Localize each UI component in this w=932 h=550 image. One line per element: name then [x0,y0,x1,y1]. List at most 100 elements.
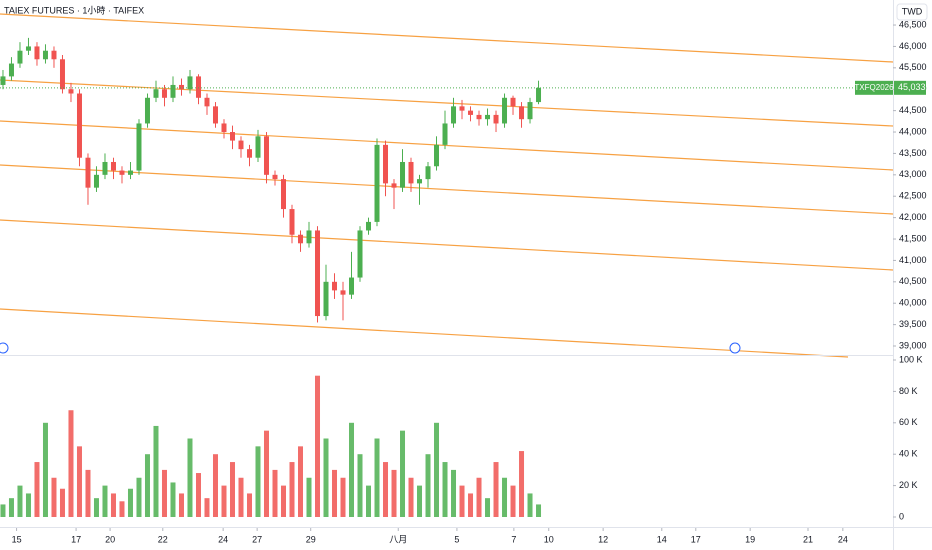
volume-bar [459,485,465,517]
volume-bar [204,498,210,517]
symbol-tag [855,80,893,95]
volume-bar [468,493,474,517]
candle-body [536,87,542,103]
candle-body [229,132,235,141]
currency-box[interactable] [896,3,928,21]
candle-body [374,144,380,222]
y-tick-label: 40,500 [899,276,927,286]
candle-body [434,144,440,167]
candle-body [306,230,312,244]
candle-body [144,97,150,124]
volume-bar [93,498,99,517]
candle-body [187,76,193,90]
candle-body [204,97,210,107]
candle-body [332,281,338,291]
candle-body [425,166,431,180]
volume-bar [161,469,167,517]
candle-body [289,209,295,235]
y-tick-label: 42,500 [899,191,927,201]
candle-body [366,221,372,231]
candle-body [417,179,423,184]
x-tick-label: 21 [803,534,813,544]
volume-bar [178,493,184,517]
volume-bar [76,446,82,517]
candle-body [85,157,91,188]
candle-body [68,89,74,94]
volume-bar [246,493,252,517]
y-tick-label: 44,000 [899,126,927,136]
volume-bar [255,446,261,517]
candle-body [400,161,406,188]
volume-bar [102,485,108,517]
candle-body [442,123,448,145]
x-tick-label: 15 [12,534,22,544]
last-price-label: 45,033 [898,82,926,92]
candle-body [127,170,133,175]
event-icon[interactable] [729,342,741,354]
volume-bar [536,504,542,517]
volume-bar [332,469,338,517]
volume-bar [323,438,329,517]
candle-body [527,102,533,120]
volume-bar [374,438,380,517]
volume-bar [195,473,201,517]
candle-body [0,76,6,85]
volume-tick-label: 40 K [899,449,918,459]
volume-tick-label: 0 [899,511,904,521]
candle-body [476,114,482,120]
volume-bar [34,462,40,517]
x-tick-label: 10 [544,534,554,544]
volume-bar [59,488,65,517]
y-tick-label: 42,000 [899,212,927,222]
volume-bar [434,422,440,517]
event-icon[interactable] [0,342,9,354]
x-tick-label: 17 [691,534,701,544]
candle-body [272,174,278,180]
x-tick-label: 20 [105,534,115,544]
volume-bar [221,485,227,517]
x-tick-label: 22 [158,534,168,544]
y-tick-label: 41,000 [899,255,927,265]
channel-lines [0,13,894,358]
chart-title: TAIEX FUTURES · 1小時 · TAIFEX [4,5,144,15]
candle-body [221,123,227,133]
volume-bar [153,425,159,517]
volume-bar [229,462,235,517]
volume-bar [451,469,457,517]
candle-body [59,59,65,90]
volume-bar [476,477,482,517]
volume-bar [263,430,269,517]
volume-bar [238,477,244,517]
candle-body [238,140,244,150]
volume-bar [298,446,304,517]
candle-body [8,63,14,77]
volume-bar [119,501,125,517]
volume-bar [212,454,218,517]
volume-tick-label: 80 K [899,386,918,396]
x-tick-label: 29 [306,534,316,544]
candle-body [493,114,499,124]
volume-bar [8,498,14,517]
candle-body [323,281,329,317]
candle-body [93,174,99,188]
volume-tick-label: 20 K [899,480,918,490]
candle-body [136,123,142,171]
y-tick-label: 39,500 [899,319,927,329]
candle-body [451,106,457,124]
x-tick-label: 24 [218,534,228,544]
volume-bar [493,462,499,517]
candle-body [119,170,125,175]
volume-tick-label: 60 K [899,417,918,427]
candle-body [255,136,261,158]
x-tick-label: 5 [454,534,459,544]
y-tick-label: 43,000 [899,169,927,179]
candle-body [170,84,176,98]
volume-bar [400,430,406,517]
x-tick-label: 八月 [389,534,407,544]
candle-body [263,136,269,175]
x-tick-label: 14 [657,534,667,544]
candle-body [76,93,82,158]
volume-bar [519,451,525,517]
candle-body [459,106,465,111]
volume-bar [42,422,48,517]
